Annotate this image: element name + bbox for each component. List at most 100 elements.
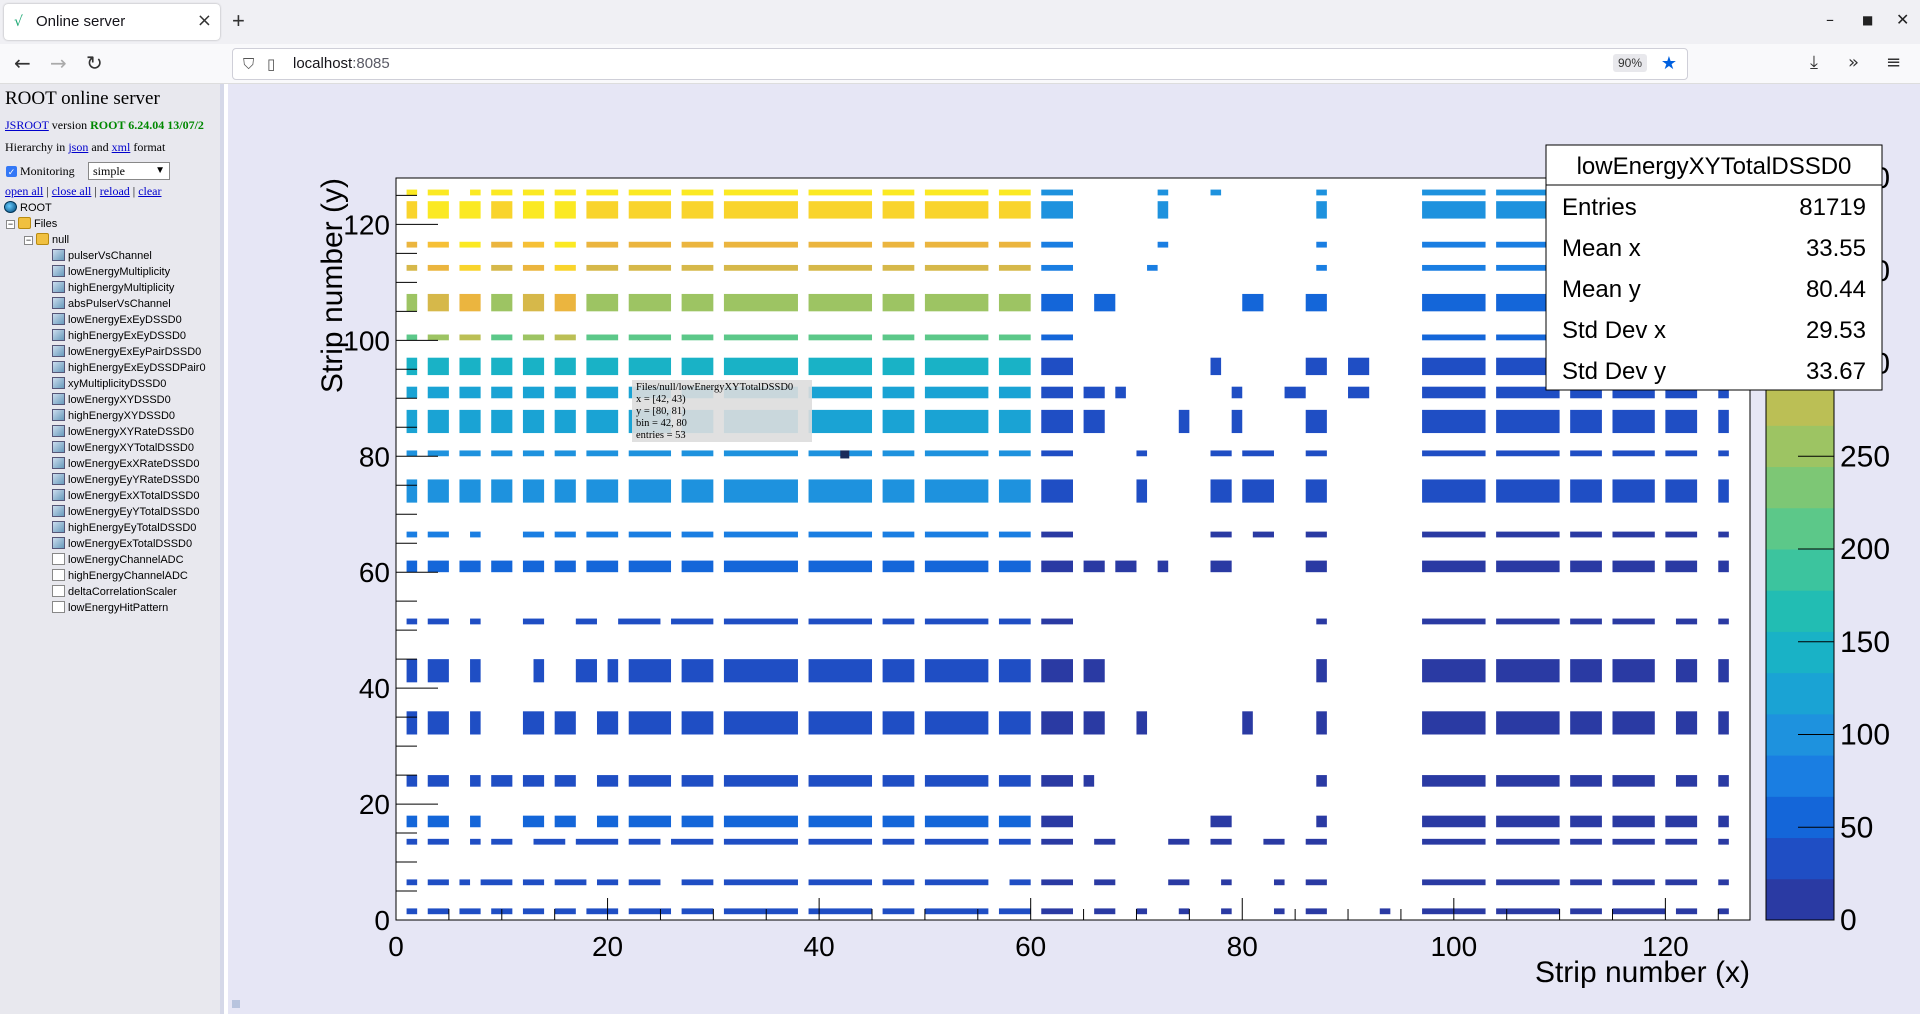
heatmap-cell (427, 908, 449, 915)
tree-item[interactable]: highEnergyEyTotalDSSD0 (52, 520, 196, 536)
heatmap-cell (491, 560, 513, 573)
heatmap-cell (628, 711, 672, 735)
collapse-icon[interactable]: − (24, 235, 33, 245)
jsroot-link[interactable]: JSROOT (5, 118, 49, 132)
back-icon[interactable]: ← (14, 51, 31, 75)
tree-item[interactable]: lowEnergyChannelADC (52, 552, 184, 568)
close-all-link[interactable]: close all (51, 184, 92, 198)
tree-item[interactable]: lowEnergyExXTotalDSSD0 (52, 488, 199, 504)
heatmap-cell (681, 711, 714, 735)
tree-item[interactable]: highEnergyChannelADC (52, 568, 188, 584)
collapse-icon[interactable]: − (6, 219, 15, 229)
tree-item[interactable]: absPulserVsChannel (52, 296, 171, 312)
heatmap-cell (427, 334, 449, 341)
tree-item-label: xyMultiplicityDSSD0 (68, 378, 167, 390)
new-tab-icon[interactable]: + (232, 8, 245, 33)
tree-item[interactable]: lowEnergyXYRateDSSD0 (52, 424, 194, 440)
heatmap-cell (459, 357, 481, 376)
heatmap-cell (924, 815, 989, 828)
heatmap-cell (586, 189, 619, 196)
heatmap-cell (1242, 711, 1253, 735)
heatmap-cell (1612, 450, 1655, 457)
maximize-icon[interactable]: ■ (1862, 13, 1874, 27)
tree-item[interactable]: lowEnergyExXRateDSSD0 (52, 456, 199, 472)
heatmap-cell (1422, 201, 1486, 219)
reload-icon[interactable]: ↻ (86, 51, 103, 75)
heatmap-cell (882, 775, 915, 787)
monitoring-select-value: simple (93, 164, 125, 178)
heatmap-cell (491, 450, 513, 457)
heatmap-cell (1422, 450, 1486, 457)
monitoring-select[interactable]: simple ▼ (88, 162, 170, 180)
heatmap-cell (1316, 711, 1327, 735)
heatmap-cell (427, 775, 449, 787)
tree-item[interactable]: highEnergyMultiplicity (52, 280, 174, 296)
heatmap-cell (924, 293, 989, 312)
tree-item[interactable]: xyMultiplicityDSSD0 (52, 376, 166, 392)
forward-icon[interactable]: → (50, 51, 67, 75)
heatmap-cell (406, 450, 418, 457)
histogram-2d-icon (52, 473, 65, 485)
heatmap-cell (427, 560, 449, 573)
open-all-link[interactable]: open all (5, 184, 44, 198)
xml-link[interactable]: xml (111, 140, 131, 154)
heatmap-cell (1612, 838, 1655, 845)
histogram-1d-icon (52, 569, 65, 581)
heatmap-cell (1612, 560, 1655, 573)
overflow-icon[interactable]: » (1848, 52, 1860, 73)
tree-item[interactable]: highEnergyExEyDSSDPair0 (52, 360, 206, 376)
close-tab-icon[interactable]: × (196, 10, 212, 31)
tree-item[interactable]: highEnergyXYDSSD0 (52, 408, 175, 424)
tree-item[interactable]: deltaCorrelationScaler (52, 584, 177, 600)
heatmap-cell (1316, 189, 1327, 196)
download-icon[interactable]: ⤓ (1810, 52, 1818, 73)
tree-item[interactable]: highEnergyExEyDSSD0 (52, 328, 186, 344)
tree-item[interactable]: lowEnergyXYTotalDSSD0 (52, 440, 194, 456)
tree-node-root[interactable]: ROOT (4, 200, 52, 216)
tree-item[interactable]: lowEnergyMultiplicity (52, 264, 170, 280)
tree-item-label: lowEnergyEyYTotalDSSD0 (68, 506, 200, 518)
heatmap-cell (628, 264, 672, 271)
heatmap-cell (628, 201, 672, 219)
heatmap-cell (1570, 815, 1602, 828)
heatmap-cell (1083, 711, 1105, 735)
tree-item[interactable]: lowEnergyEyYRateDSSD0 (52, 472, 199, 488)
reload-link[interactable]: reload (99, 184, 130, 198)
zoom-badge[interactable]: 90% (1612, 54, 1647, 72)
bookmark-star-icon[interactable]: ★ (1660, 53, 1677, 74)
heatmap-cell (1210, 479, 1232, 503)
tree-item[interactable]: lowEnergyExEyDSSD0 (52, 312, 182, 328)
url-bar[interactable]: ⛉ ▯ localhost:8085 90% ★ (232, 48, 1688, 80)
heatmap-cell (924, 386, 989, 399)
heatmap-cell (459, 409, 481, 434)
json-link[interactable]: json (68, 140, 89, 154)
heatmap-cell (459, 879, 471, 886)
heatmap-cell (998, 386, 1031, 399)
heatmap-cell (1675, 711, 1698, 735)
tree-item[interactable]: lowEnergyExEyPairDSSD0 (52, 344, 201, 360)
tree-item[interactable]: lowEnergyExTotalDSSD0 (52, 536, 192, 552)
clear-link[interactable]: clear (138, 184, 162, 198)
heatmap-cell (924, 775, 989, 787)
tree-node-files[interactable]: − Files (6, 216, 57, 232)
heatmap-cell (998, 815, 1031, 828)
heatmap-cell (522, 334, 545, 341)
resize-handle[interactable] (232, 1000, 240, 1008)
tree-item[interactable]: pulserVsChannel (52, 248, 152, 264)
tree-item[interactable]: lowEnergyEyYTotalDSSD0 (52, 504, 199, 520)
heatmap-cell (1665, 560, 1698, 573)
tree-item[interactable]: lowEnergyXYDSSD0 (52, 392, 171, 408)
heatmap-cell (1496, 201, 1560, 219)
heatmap-cell (1316, 618, 1327, 625)
heatmap-cell (522, 189, 545, 196)
tree-item[interactable]: lowEnergyHitPattern (52, 600, 168, 616)
heatmap-cell (882, 201, 915, 219)
menu-icon[interactable]: ≡ (1886, 52, 1902, 73)
heatmap-cell (427, 815, 449, 828)
tree-node-null[interactable]: − null (24, 232, 69, 248)
monitoring-checkbox[interactable]: ✓ (6, 166, 17, 177)
minimize-icon[interactable]: – (1826, 10, 1834, 29)
window-close-icon[interactable]: ✕ (1896, 10, 1910, 29)
browser-tab[interactable]: √ Online server × (4, 4, 220, 40)
